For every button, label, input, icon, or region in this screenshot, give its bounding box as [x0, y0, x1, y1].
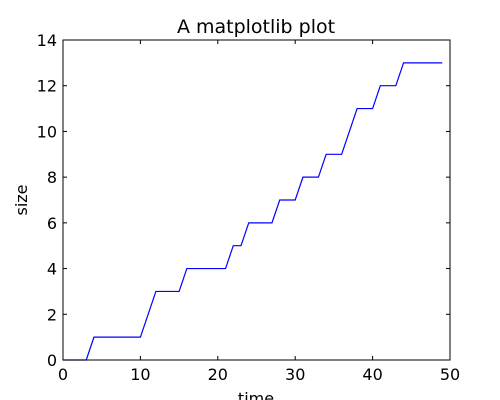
y-tick-label: 6	[47, 214, 57, 233]
x-tick-label: 20	[208, 365, 228, 384]
y-tick-label: 10	[37, 122, 57, 141]
y-tick-label: 12	[37, 77, 57, 96]
x-tick-label: 50	[440, 365, 460, 384]
chart-title: A matplotlib plot	[177, 16, 335, 38]
series-line	[63, 62, 443, 361]
y-tick-label: 8	[47, 168, 57, 187]
x-tick-label: 0	[58, 365, 68, 384]
y-tick-label: 14	[37, 31, 57, 50]
y-tick-label: 2	[47, 305, 57, 324]
tick-labels: 0 10 20 30 40 50 0 2 4 6 8 10 12 14	[37, 31, 461, 384]
x-tick-label: 40	[362, 365, 382, 384]
plot-frame	[62, 39, 451, 361]
y-tick-label: 0	[47, 351, 57, 370]
axis-ticks	[62, 39, 451, 361]
y-tick-label: 4	[47, 260, 57, 279]
x-axis-label: time	[238, 389, 274, 400]
y-axis-label: size	[12, 184, 31, 215]
x-tick-label: 30	[285, 365, 305, 384]
x-tick-label: 10	[130, 365, 150, 384]
